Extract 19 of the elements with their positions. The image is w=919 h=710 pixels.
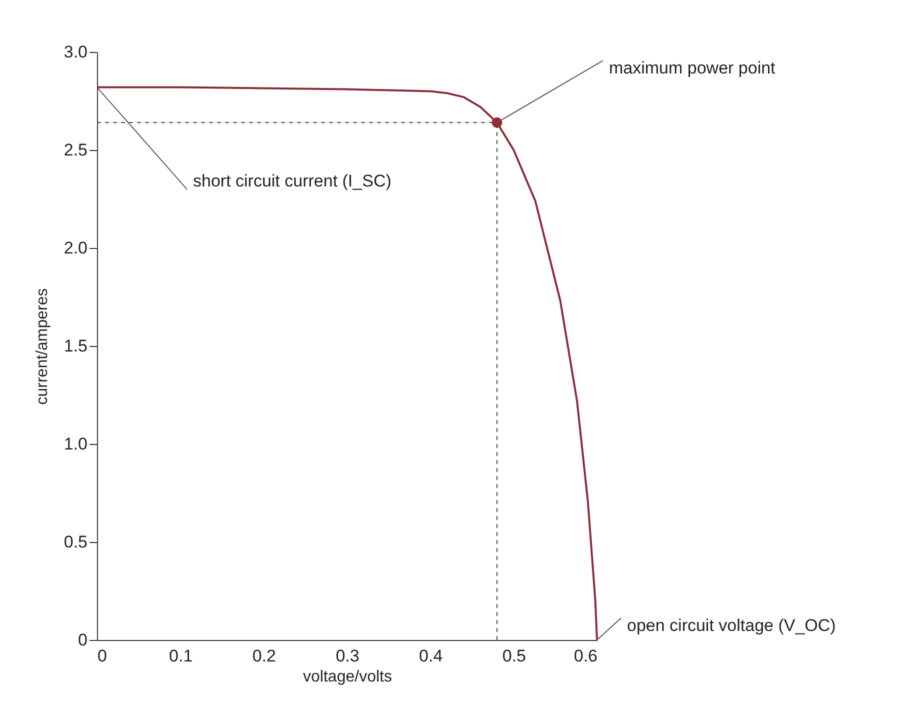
x-tick-label: 0.6 bbox=[574, 646, 598, 666]
y-axis-title: current/amperes bbox=[34, 288, 51, 405]
x-tick-label: 0 bbox=[98, 646, 107, 666]
y-tick-label: 2.5 bbox=[64, 140, 88, 160]
x-tick-label: 0.5 bbox=[502, 646, 526, 666]
y-tick-label: 1.0 bbox=[64, 434, 88, 454]
annotation: maximum power point bbox=[609, 58, 776, 78]
y-tick-label: 3.0 bbox=[64, 42, 88, 62]
x-axis-title: voltage/volts bbox=[303, 668, 392, 686]
annotation: short circuit current (I_SC) bbox=[193, 171, 392, 190]
y-tick-label: 0.5 bbox=[64, 532, 88, 552]
x-tick-label: 0.4 bbox=[419, 646, 443, 666]
annotation: open circuit voltage (V_OC) bbox=[627, 616, 836, 635]
y-tick-label: 1.5 bbox=[64, 336, 88, 356]
x-tick-label: 0.2 bbox=[252, 646, 276, 666]
y-tick-label: 0 bbox=[78, 630, 88, 650]
x-tick-label: 0.1 bbox=[169, 646, 193, 666]
x-tick-label: 0.3 bbox=[336, 646, 360, 666]
y-tick-label: 2.0 bbox=[64, 238, 88, 258]
